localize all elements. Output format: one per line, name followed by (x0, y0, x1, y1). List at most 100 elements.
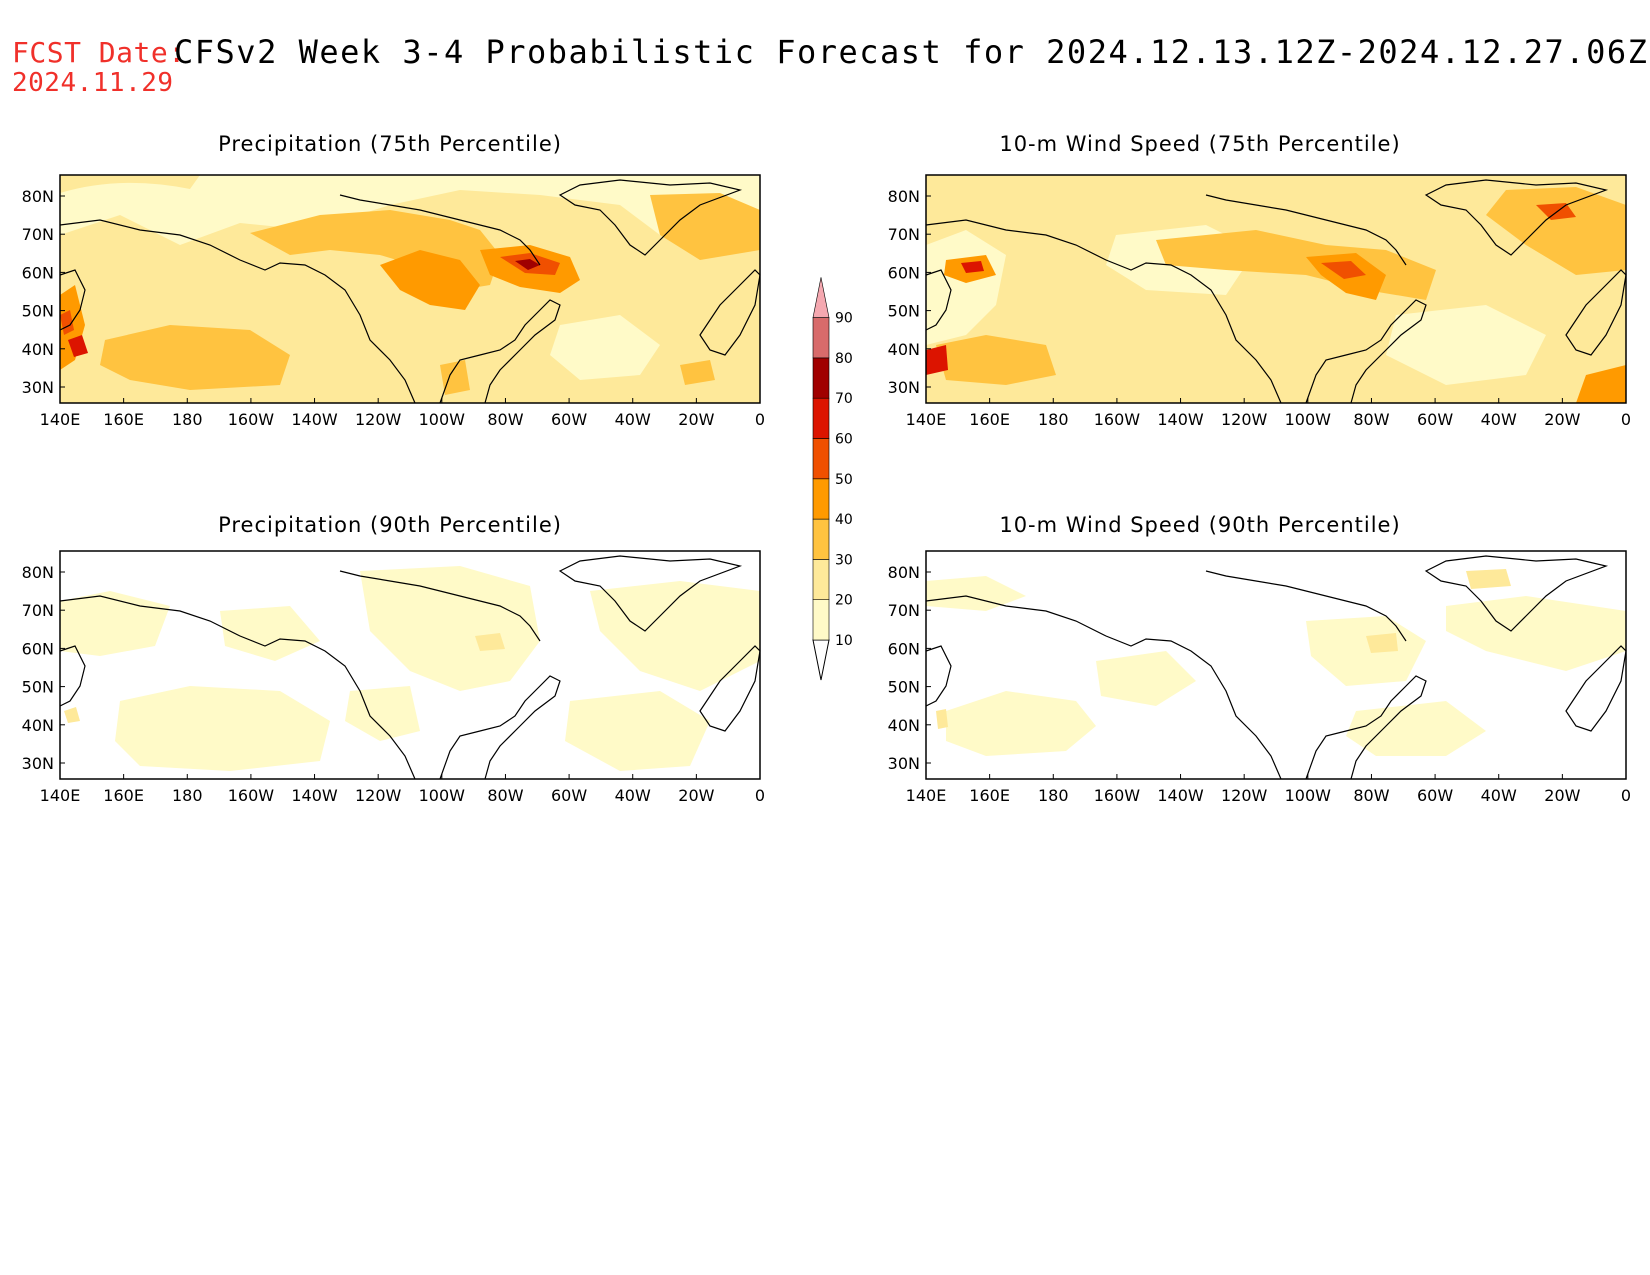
probability-field (115, 686, 330, 771)
probability-field (936, 709, 948, 729)
lon-tick-label: 160W (1094, 410, 1141, 429)
lat-tick-label: 30N (888, 754, 920, 773)
probability-field (64, 707, 80, 723)
coastline (558, 179, 743, 256)
lon-tick-label: 140E (40, 786, 81, 805)
coastline (59, 645, 86, 707)
lon-tick-label: 60W (551, 786, 587, 805)
colorbar-swatch (812, 599, 830, 641)
map-frame (59, 174, 761, 404)
lon-tick-label: 120W (355, 410, 402, 429)
lon-tick-label: 20W (678, 410, 714, 429)
probability-field (565, 691, 710, 771)
colorbar-swatch (812, 357, 830, 399)
lat-tick-label: 50N (888, 678, 920, 697)
coastline (439, 675, 561, 780)
lat-tick-label: 50N (22, 678, 54, 697)
lat-tick-label: 40N (22, 340, 54, 359)
colorbar-lower-arrow (812, 639, 830, 681)
coastline (1305, 299, 1427, 404)
lon-tick-label: 40W (615, 410, 651, 429)
probability-field (68, 335, 88, 357)
lon-tick-label: 60W (1417, 410, 1453, 429)
lon-tick-label: 160E (969, 410, 1010, 429)
probability-field (380, 250, 480, 310)
probability-field (60, 175, 760, 245)
probability-field (590, 581, 760, 691)
coastline (699, 269, 761, 356)
colorbar-level-label: 80 (835, 351, 853, 367)
lon-tick-label: 140W (291, 410, 338, 429)
probability-field (650, 193, 760, 260)
colorbar-level-label: 50 (835, 472, 853, 488)
panel-title-wind-75: 10-m Wind Speed (75th Percentile) (999, 132, 1401, 156)
probability-field (1346, 701, 1486, 756)
lat-tick-label: 40N (888, 716, 920, 735)
probability-field (926, 576, 1026, 611)
coastline (1424, 179, 1609, 256)
coastline (1424, 555, 1609, 632)
lon-tick-label: 20W (1544, 410, 1580, 429)
colorbar-swatch (812, 397, 830, 439)
lon-tick-label: 40W (615, 786, 651, 805)
map-frame (59, 550, 761, 780)
colorbar-level-label: 70 (835, 391, 853, 407)
colorbar-level-label: 30 (835, 552, 853, 568)
lon-tick-label: 140W (1157, 786, 1204, 805)
lon-tick-label: 0 (755, 786, 765, 805)
colorbar-level-label: 60 (835, 432, 853, 448)
coastline (59, 595, 416, 780)
coastline (439, 299, 561, 404)
coastline (925, 219, 1282, 404)
lon-tick-label: 80W (487, 410, 523, 429)
probability-field (1096, 651, 1196, 706)
colorbar-swatch (812, 478, 830, 520)
probability-field (515, 259, 540, 270)
lon-tick-label: 0 (1621, 410, 1631, 429)
lon-tick-label: 40W (1481, 786, 1517, 805)
lat-tick-label: 50N (22, 302, 54, 321)
lon-tick-label: 100W (419, 410, 466, 429)
lon-tick-label: 140W (291, 786, 338, 805)
lon-tick-label: 100W (1285, 786, 1332, 805)
coastline (699, 645, 761, 732)
coastline (1205, 194, 1407, 266)
coastline (1305, 675, 1427, 780)
lon-tick-label: 180 (172, 410, 203, 429)
lat-tick-label: 70N (888, 601, 920, 620)
lon-tick-label: 160E (103, 786, 144, 805)
probability-field (961, 261, 984, 273)
lon-tick-label: 140W (1157, 410, 1204, 429)
probability-field (440, 360, 470, 395)
lon-tick-label: 160E (969, 786, 1010, 805)
lat-tick-label: 40N (22, 716, 54, 735)
lon-tick-label: 160W (228, 410, 275, 429)
fcst-date-value: 2024.11.29 (12, 68, 174, 98)
panel-title-precip-90: Precipitation (90th Percentile) (218, 513, 562, 537)
lon-tick-label: 20W (1544, 786, 1580, 805)
lon-tick-label: 140E (906, 786, 947, 805)
probability-field (475, 633, 505, 651)
probability-field (220, 606, 320, 661)
probability-field (946, 691, 1096, 756)
probability-field (550, 315, 660, 380)
probability-field (1386, 305, 1546, 385)
probability-field (1536, 203, 1576, 220)
probability-field (1576, 365, 1626, 403)
map-panel-precip-90: 140E 160E 180 160W 140W 120W 100W 80W 60W 40W 20W 0… (22, 550, 765, 805)
colorbar-level-label: 10 (835, 633, 853, 649)
lon-tick-label: 140E (906, 410, 947, 429)
lon-tick-label: 60W (551, 410, 587, 429)
lat-tick-label: 60N (888, 263, 920, 282)
map-panel-precip-75: 140E 160E 180 160W 140W 120W 100W 80W 60W 40W 20W 0… (22, 174, 765, 429)
lon-tick-label: 80W (487, 786, 523, 805)
lon-tick-label: 40W (1481, 410, 1517, 429)
coastline (339, 570, 541, 642)
lat-tick-label: 60N (22, 263, 54, 282)
colorbar-level-label: 40 (835, 512, 853, 528)
colorbar-level-label: 20 (835, 593, 853, 609)
lon-tick-label: 100W (419, 786, 466, 805)
lon-tick-label: 0 (1621, 786, 1631, 805)
probability-field (1466, 569, 1511, 589)
